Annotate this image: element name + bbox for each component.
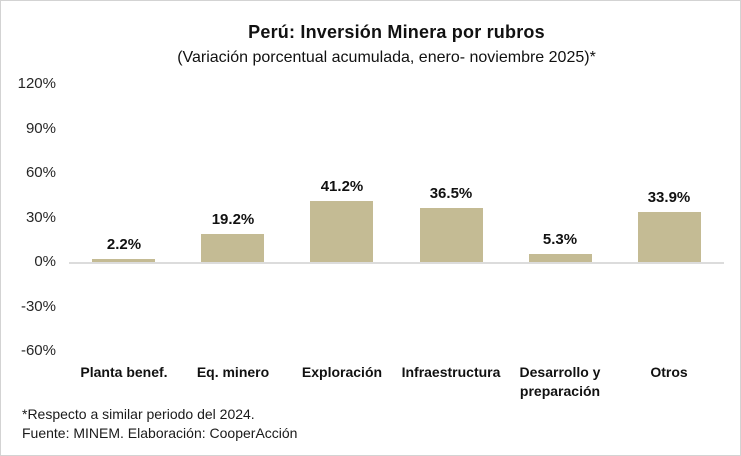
footnote-respecto: *Respecto a similar periodo del 2024. xyxy=(22,406,255,422)
bar-6 xyxy=(638,212,701,262)
y-tick-label: 60% xyxy=(25,164,56,181)
bar-5 xyxy=(529,254,592,262)
x-category-label: Desarrollo y preparación xyxy=(519,364,601,399)
y-tick-label: 0% xyxy=(34,253,56,270)
bar-value-label: 5.3% xyxy=(542,231,578,248)
zero-baseline xyxy=(69,262,724,264)
x-category-label: Eq. minero xyxy=(196,364,270,380)
bar-value-label: 36.5% xyxy=(429,185,473,202)
bar-value-label: 41.2% xyxy=(320,178,364,195)
chart-title: Perú: Inversión Minera por rubros xyxy=(248,22,545,42)
x-category-label: Exploración xyxy=(301,364,383,380)
y-tick-label: 120% xyxy=(17,75,56,92)
chart-subtitle: (Variación porcentual acumulada, enero- … xyxy=(177,49,596,66)
bar-2 xyxy=(201,234,264,262)
x-category-label: Planta benef. xyxy=(80,364,168,380)
bar-value-label: 2.2% xyxy=(106,236,142,253)
bar-value-label: 19.2% xyxy=(211,211,255,228)
y-tick-label: 30% xyxy=(25,209,56,226)
bar-3 xyxy=(310,201,373,262)
y-tick-label: 90% xyxy=(25,120,56,137)
x-category-label: Otros xyxy=(650,364,688,380)
y-tick-label: -30% xyxy=(20,298,56,315)
bar-4 xyxy=(420,208,483,262)
footnote-fuente: Fuente: MINEM. Elaboración: CooperAcción xyxy=(22,425,298,441)
x-category-label: Infraestructura xyxy=(401,364,501,380)
bar-value-label: 33.9% xyxy=(647,189,691,206)
bar-1 xyxy=(92,259,155,262)
y-tick-label: -60% xyxy=(20,342,56,359)
